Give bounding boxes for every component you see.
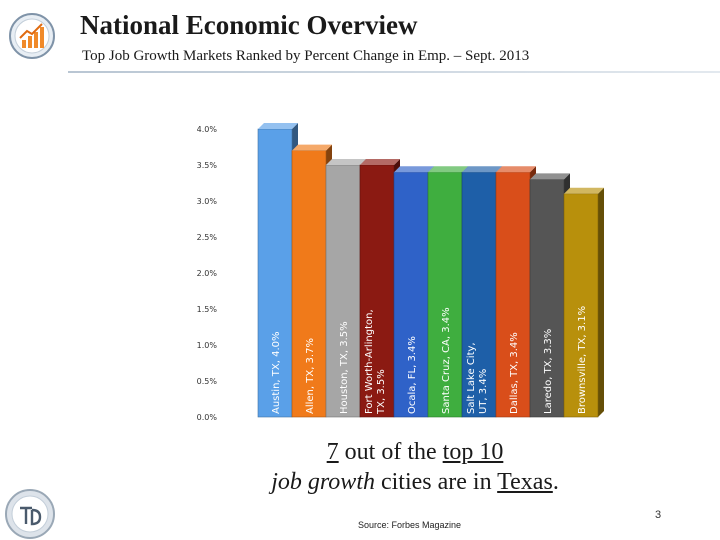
bar	[529, 179, 565, 418]
bar-top	[394, 166, 434, 173]
source-note: Source: Forbes Magazine	[358, 520, 462, 530]
bar-label-group: Houston, TX, 3.5%	[339, 321, 350, 414]
bar	[291, 150, 327, 418]
bar-label: Salt Lake City,UT, 3.4%	[466, 342, 489, 414]
bar-label-line: TX, 3.5%	[376, 369, 387, 415]
bar-top	[428, 166, 468, 173]
bar-top	[496, 166, 536, 173]
page-title: National Economic Overview	[80, 10, 418, 40]
bar-top	[326, 159, 366, 165]
bar-label-line: Salt Lake City,	[466, 342, 477, 414]
bar-label-group: Santa Cruz, CA, 3.4%	[441, 307, 452, 414]
bar-label: Fort Worth-Arlington,TX, 3.5%	[364, 309, 387, 415]
bar-label: Allen, TX, 3.7%	[305, 338, 316, 414]
bar-label-group: Brownsville, TX, 3.1%	[577, 306, 588, 414]
bar-label-group: Fort Worth-Arlington,TX, 3.5%	[364, 309, 387, 415]
y-tick-label: 1.5%	[197, 305, 218, 314]
bar-label-group: Dallas, TX, 3.4%	[509, 332, 520, 414]
chart-caption: 7 out of the top 10 job growth cities ar…	[200, 437, 630, 497]
bar-label: Houston, TX, 3.5%	[339, 321, 350, 414]
y-tick-label: 2.0%	[197, 269, 218, 278]
bar-side	[598, 187, 604, 417]
bar-top	[462, 166, 502, 173]
bar-label-group: Allen, TX, 3.7%	[305, 338, 316, 414]
caption-state: Texas	[497, 469, 553, 495]
bar	[325, 164, 361, 418]
bar	[495, 171, 531, 418]
company-logo-icon	[5, 489, 55, 539]
bar-label-group: Austin, TX, 4.0%	[271, 331, 282, 414]
bar-label: Ocala, FL, 3.4%	[407, 336, 418, 414]
job-growth-bar-chart: 0.0% 0.5% 1.0% 1.5% 2.0% 2.5% 3.0% 3.5% 4.0% Aust…	[197, 123, 604, 422]
caption-top10: top 10	[442, 439, 504, 465]
page-number: 3	[655, 509, 662, 521]
y-tick-label: 4.0%	[197, 125, 218, 134]
bar-label: Dallas, TX, 3.4%	[509, 332, 520, 414]
header-divider	[68, 71, 720, 73]
caption-count: 7	[326, 439, 339, 465]
bar	[359, 164, 395, 418]
bar-label-line: UT, 3.4%	[478, 369, 489, 414]
bar-label: Brownsville, TX, 3.1%	[577, 306, 588, 414]
bar-label: Santa Cruz, CA, 3.4%	[441, 307, 452, 414]
bar-label-group: Laredo, TX, 3.3%	[543, 329, 554, 414]
bar	[461, 171, 497, 418]
caption-text-2: cities are in	[374, 469, 498, 495]
caption-phrase: job growth	[271, 469, 375, 495]
bar-label-group: Salt Lake City,UT, 3.4%	[466, 342, 489, 414]
y-tick-label: 1.0%	[197, 341, 218, 350]
bar-label-line: Fort Worth-Arlington,	[364, 309, 375, 414]
bar-label-group: Ocala, FL, 3.4%	[407, 336, 418, 414]
y-tick-label: 0.5%	[197, 377, 218, 386]
caption-text-1: out of the	[338, 439, 443, 465]
bar	[393, 171, 429, 418]
y-tick-label: 2.5%	[197, 233, 218, 242]
bar-top	[360, 159, 400, 165]
growth-chart-logo-icon	[9, 13, 55, 59]
bar	[427, 171, 463, 418]
y-tick-label: 3.0%	[197, 197, 218, 206]
caption-end: .	[552, 469, 559, 495]
bar-top	[292, 144, 332, 151]
y-tick-label: 0.0%	[197, 413, 218, 422]
bar-top	[530, 173, 570, 180]
bar-label: Austin, TX, 4.0%	[271, 331, 282, 414]
y-tick-label: 3.5%	[197, 161, 218, 170]
page-subtitle: Top Job Growth Markets Ranked by Percent…	[82, 48, 530, 64]
bar-top	[258, 123, 298, 129]
bar-top	[564, 187, 604, 194]
bar-label: Laredo, TX, 3.3%	[543, 329, 554, 414]
bar	[563, 193, 599, 418]
